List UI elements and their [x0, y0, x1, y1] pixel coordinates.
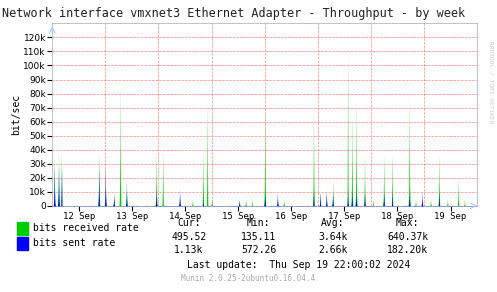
Text: 3.64k: 3.64k — [318, 232, 348, 242]
Text: 1.13k: 1.13k — [174, 245, 204, 255]
Text: 2.66k: 2.66k — [318, 245, 348, 255]
Text: 182.20k: 182.20k — [387, 245, 428, 255]
Text: RRDTOOL / TOBI OETIKER: RRDTOOL / TOBI OETIKER — [489, 41, 494, 123]
Text: 135.11: 135.11 — [241, 232, 276, 242]
Text: Munin 2.0.25-2ubuntu0.16.04.4: Munin 2.0.25-2ubuntu0.16.04.4 — [181, 274, 316, 284]
Text: Last update:  Thu Sep 19 22:00:02 2024: Last update: Thu Sep 19 22:00:02 2024 — [186, 260, 410, 270]
Text: Avg:: Avg: — [321, 218, 345, 227]
Text: Network interface vmxnet3 Ethernet Adapter - Throughput - by week: Network interface vmxnet3 Ethernet Adapt… — [2, 7, 465, 20]
Text: 572.26: 572.26 — [241, 245, 276, 255]
Text: 495.52: 495.52 — [171, 232, 206, 242]
Text: 640.37k: 640.37k — [387, 232, 428, 242]
Text: bits received rate: bits received rate — [33, 223, 139, 234]
Text: bits sent rate: bits sent rate — [33, 238, 115, 248]
Text: Max:: Max: — [396, 218, 419, 227]
Y-axis label: bit/sec: bit/sec — [10, 94, 21, 135]
Text: Min:: Min: — [247, 218, 270, 227]
Text: Cur:: Cur: — [177, 218, 201, 227]
